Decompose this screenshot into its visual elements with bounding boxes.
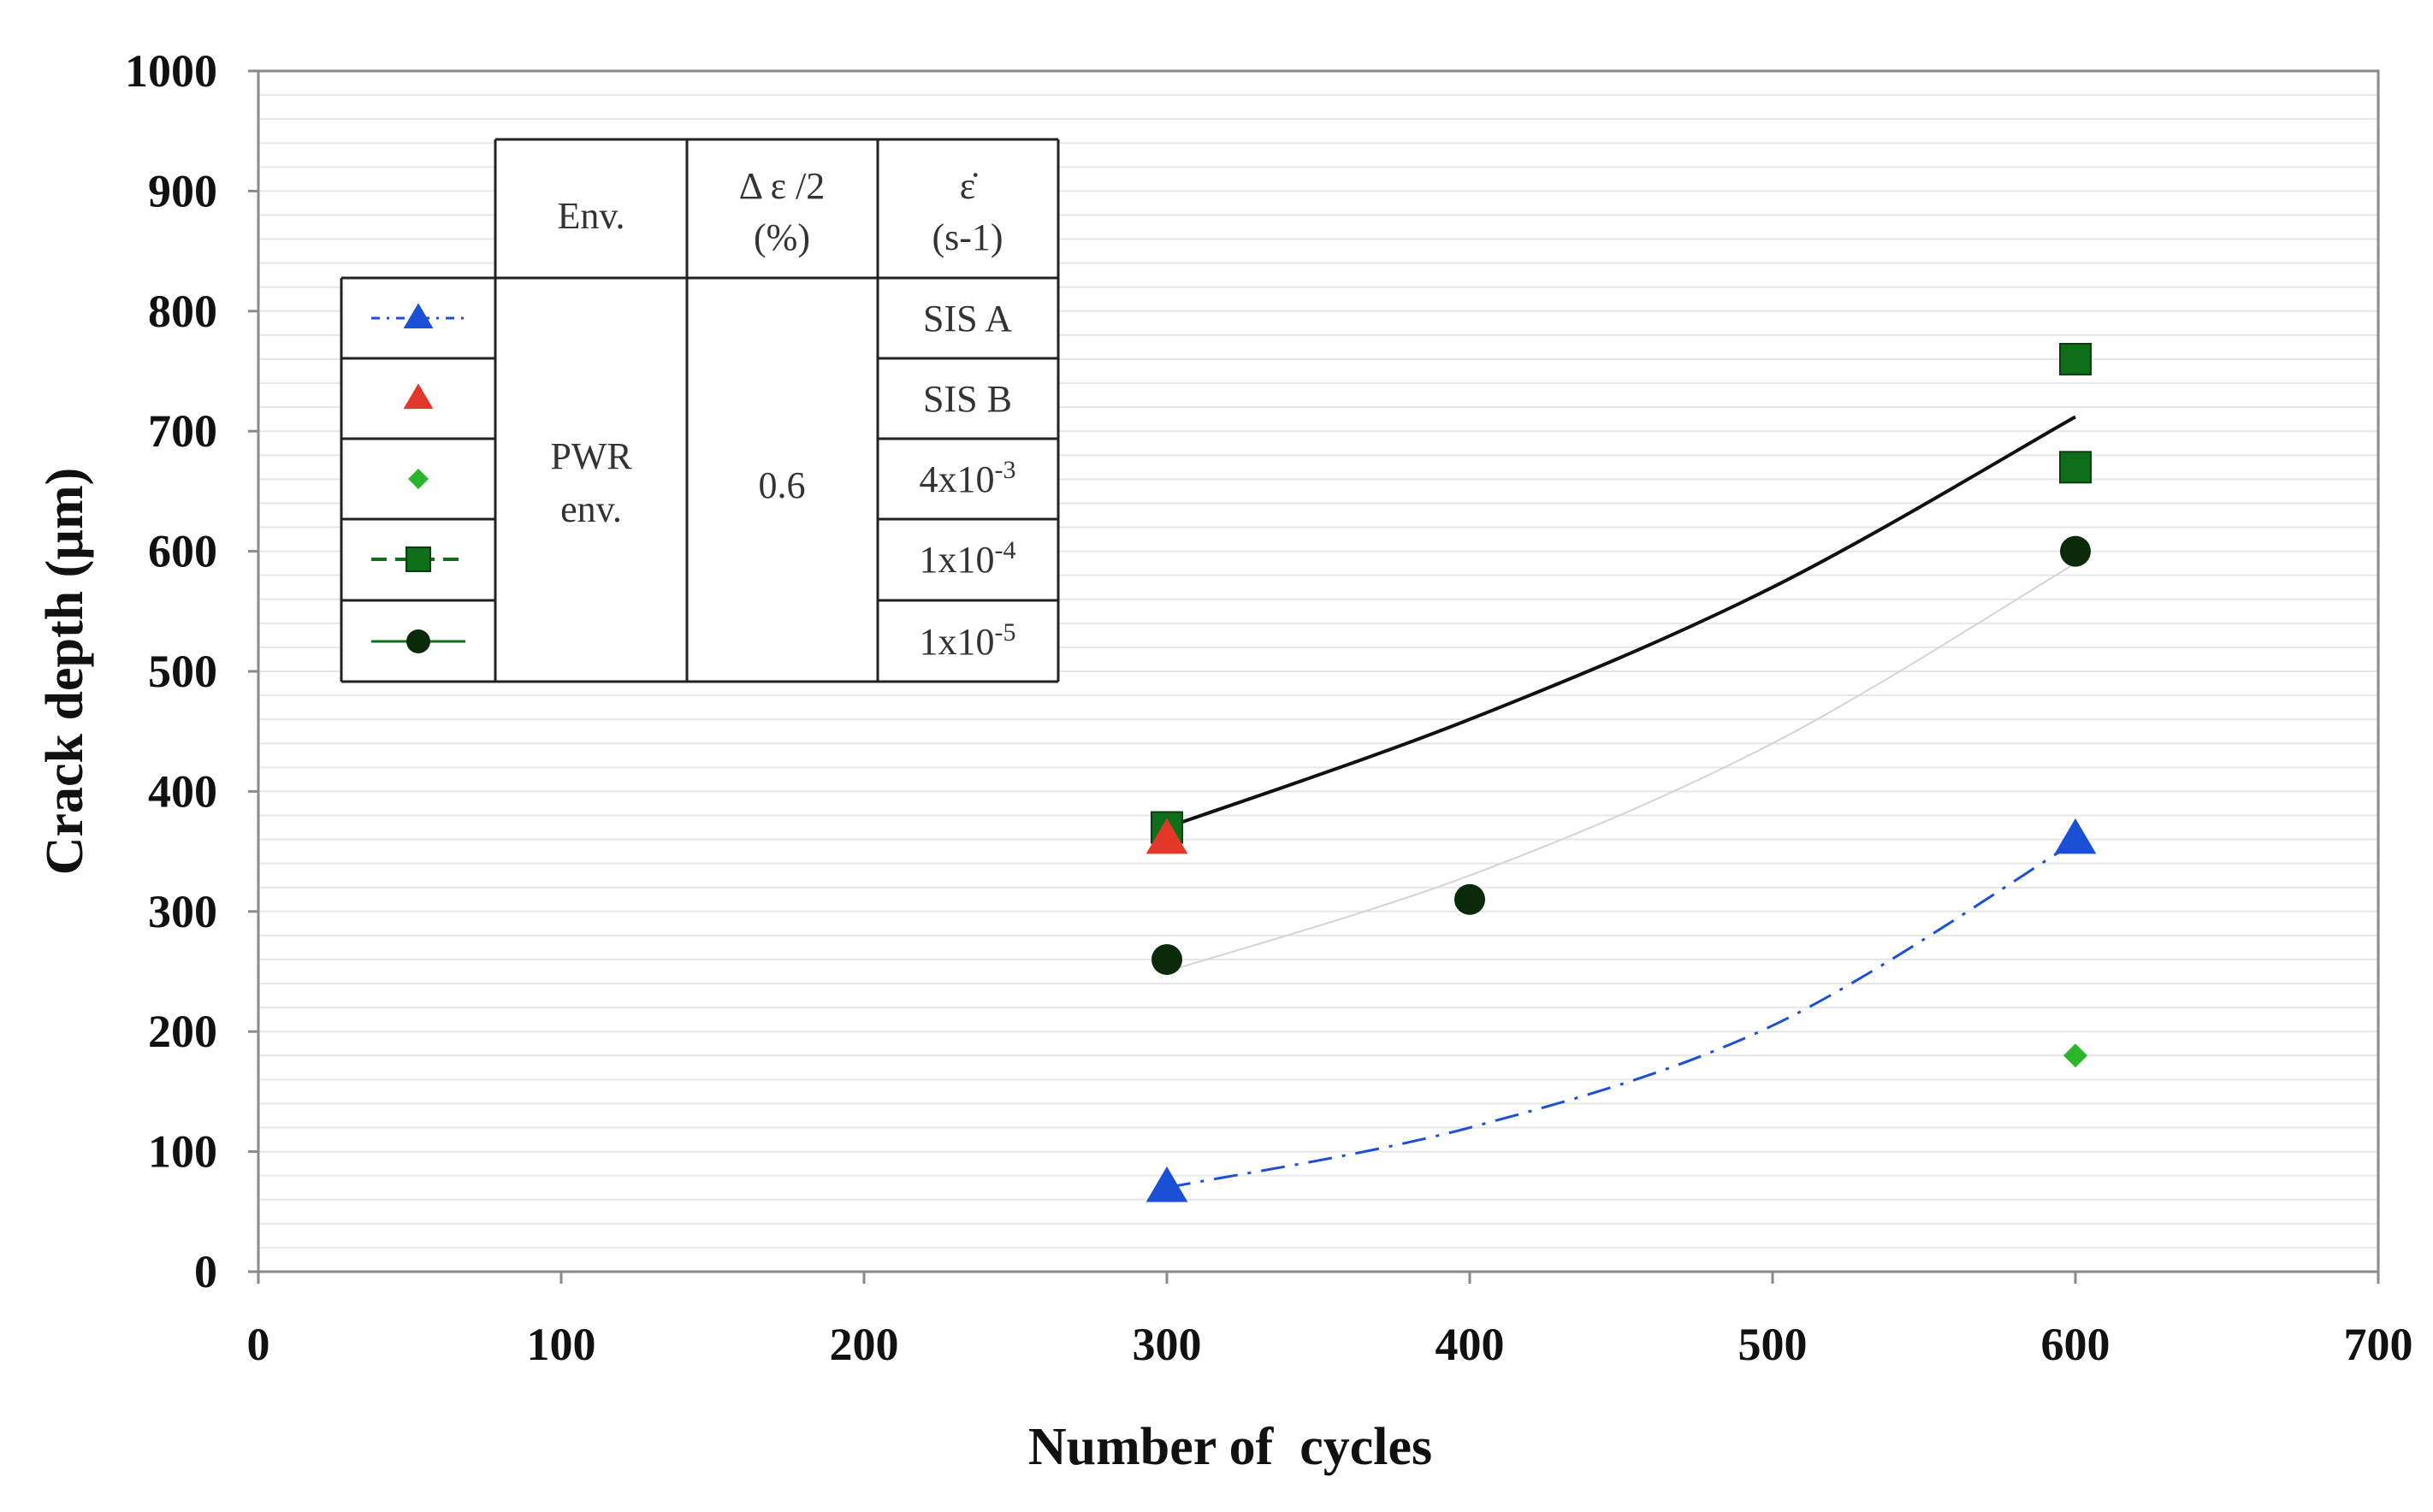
point-4x10-3: [2063, 1043, 2087, 1068]
x-tick-label: 700: [2344, 1319, 2413, 1370]
legend-header-rate-unit: (s-1): [932, 216, 1003, 258]
x-axis-title: Number of cycles: [1028, 1418, 1432, 1476]
legend-table: Env. Δ ε /2 (%) ε̇ (s-1) PWR env. 0.6 SI…: [340, 138, 1060, 683]
y-tick-label: 0: [194, 1246, 217, 1297]
y-tick-label: 200: [148, 1006, 217, 1057]
legend-env-value: PWR: [550, 435, 632, 477]
legend-rate-label: SIS B: [923, 378, 1012, 420]
gridlines: [258, 94, 2378, 1249]
legend-header-rate: ε̇: [960, 165, 978, 207]
y-tick-label: 1000: [125, 45, 217, 97]
x-tick-label: 500: [1738, 1319, 1808, 1370]
legend-header-strain: Δ ε /2: [739, 165, 826, 207]
legend-rate-exponent: -3: [995, 456, 1016, 484]
legend-rate-exponent: -5: [995, 618, 1016, 647]
legend-rate-exponent: -4: [995, 536, 1016, 564]
x-axis-ticks: 0 100 200 300 400 500 600 700: [247, 1272, 2413, 1370]
point-1x10-5: [2060, 535, 2091, 567]
point-1x10-4: [2059, 451, 2092, 484]
point-sis-b: [1145, 818, 1188, 854]
y-tick-label: 500: [148, 646, 217, 697]
y-tick-label: 700: [148, 405, 217, 457]
legend-rate-label: SIS A: [923, 298, 1012, 340]
point-sis-a: [2054, 818, 2097, 854]
y-tick-label: 300: [148, 886, 217, 937]
x-tick-label: 100: [527, 1319, 596, 1370]
point-1x10-5: [1151, 943, 1182, 975]
trendline-1x10-4: [1166, 415, 2076, 830]
point-1x10-4: [2059, 342, 2092, 375]
legend-header-env: Env.: [557, 195, 625, 237]
y-tick-label: 800: [148, 286, 217, 337]
y-tick-label: 100: [148, 1126, 217, 1178]
point-1x10-5: [1454, 883, 1485, 915]
legend-header-strain-unit: (%): [754, 216, 810, 258]
legend-symbol: [403, 303, 434, 328]
x-tick-label: 600: [2041, 1319, 2110, 1370]
legend-symbol: [408, 469, 429, 489]
trendlines: [1166, 415, 2076, 1190]
trendline-sis-a: [1166, 841, 2076, 1190]
x-tick-label: 200: [830, 1319, 899, 1370]
x-tick-label: 0: [247, 1319, 270, 1370]
legend-env-value-2: env.: [560, 488, 622, 530]
y-tick-label: 900: [148, 165, 217, 216]
point-sis-a: [1145, 1166, 1188, 1202]
y-axis-ticks: 0 100 200 300 400 500 600 700 800 900 1000: [125, 45, 258, 1297]
y-tick-label: 400: [148, 765, 217, 817]
data-points: [1145, 342, 2097, 1202]
legend-symbol: [406, 546, 431, 572]
legend-symbol: [403, 383, 434, 409]
legend-symbol: [406, 629, 430, 653]
x-tick-label: 300: [1133, 1319, 1202, 1370]
y-axis-title: Crack depth (µm): [36, 468, 94, 876]
legend-strain-value: 0.6: [759, 464, 806, 506]
y-tick-label: 600: [148, 526, 217, 577]
x-tick-label: 400: [1436, 1319, 1505, 1370]
trendline-1x10-5: [1166, 562, 2076, 972]
